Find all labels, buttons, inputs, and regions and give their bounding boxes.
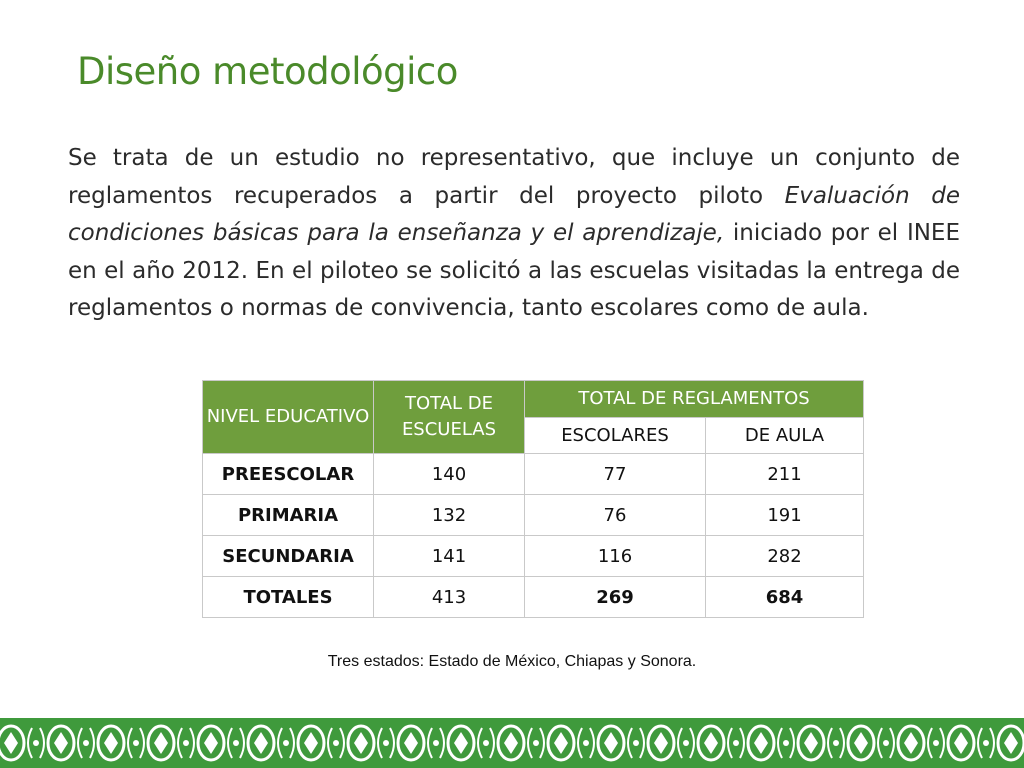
header-total-escuelas: TOTAL DE ESCUELAS	[373, 380, 525, 454]
table-row-totales: TOTALES 413 269 684	[202, 576, 865, 618]
cell-escuelas: 141	[373, 535, 525, 577]
table-row-secundaria: SECUNDARIA 141 116 282	[202, 535, 865, 577]
slide-title: Diseño metodológico	[77, 50, 458, 93]
cell-de-aula-total: 684	[704, 576, 865, 618]
cell-escolares-total: 269	[524, 576, 706, 618]
footnote-states: Tres estados: Estado de México, Chiapas …	[327, 653, 697, 670]
cell-escuelas: 413	[373, 576, 525, 618]
cell-escuelas: 140	[373, 453, 525, 495]
cell-escuelas: 132	[373, 494, 525, 536]
reglamentos-table: NIVEL EDUCATIVO TOTAL DE ESCUELAS TOTAL …	[202, 380, 865, 618]
cell-escolares: 77	[524, 453, 706, 495]
cell-nivel: TOTALES	[202, 576, 374, 618]
paragraph-project-name: Evaluación de condiciones básicas para l…	[68, 182, 960, 247]
cell-nivel: SECUNDARIA	[202, 535, 374, 577]
cell-de-aula: 191	[704, 494, 865, 536]
decorative-footer-pattern	[0, 718, 1024, 768]
paragraph-part-2: iniciado por el INEE en el año 2012. En …	[68, 220, 960, 322]
subheader-de-aula: DE AULA	[704, 417, 865, 454]
table-row-primaria: PRIMARIA 132 76 191	[202, 494, 865, 536]
cell-nivel: PREESCOLAR	[202, 453, 374, 495]
table-row-preescolar: PREESCOLAR 140 77 211	[202, 453, 865, 495]
cell-de-aula: 282	[704, 535, 865, 577]
cell-escolares: 116	[524, 535, 706, 577]
header-nivel-educativo: NIVEL EDUCATIVO	[202, 380, 374, 454]
header-total-reglamentos: TOTAL DE REGLAMENTOS	[523, 380, 865, 418]
cell-escolares: 76	[524, 494, 706, 536]
body-paragraph: Se trata de un estudio no representativo…	[68, 140, 960, 328]
cell-de-aula: 211	[704, 453, 865, 495]
subheader-escolares: ESCOLARES	[524, 417, 706, 454]
cell-nivel: PRIMARIA	[202, 494, 374, 536]
paragraph-part-1: Se trata de un estudio no representativo…	[68, 145, 960, 209]
